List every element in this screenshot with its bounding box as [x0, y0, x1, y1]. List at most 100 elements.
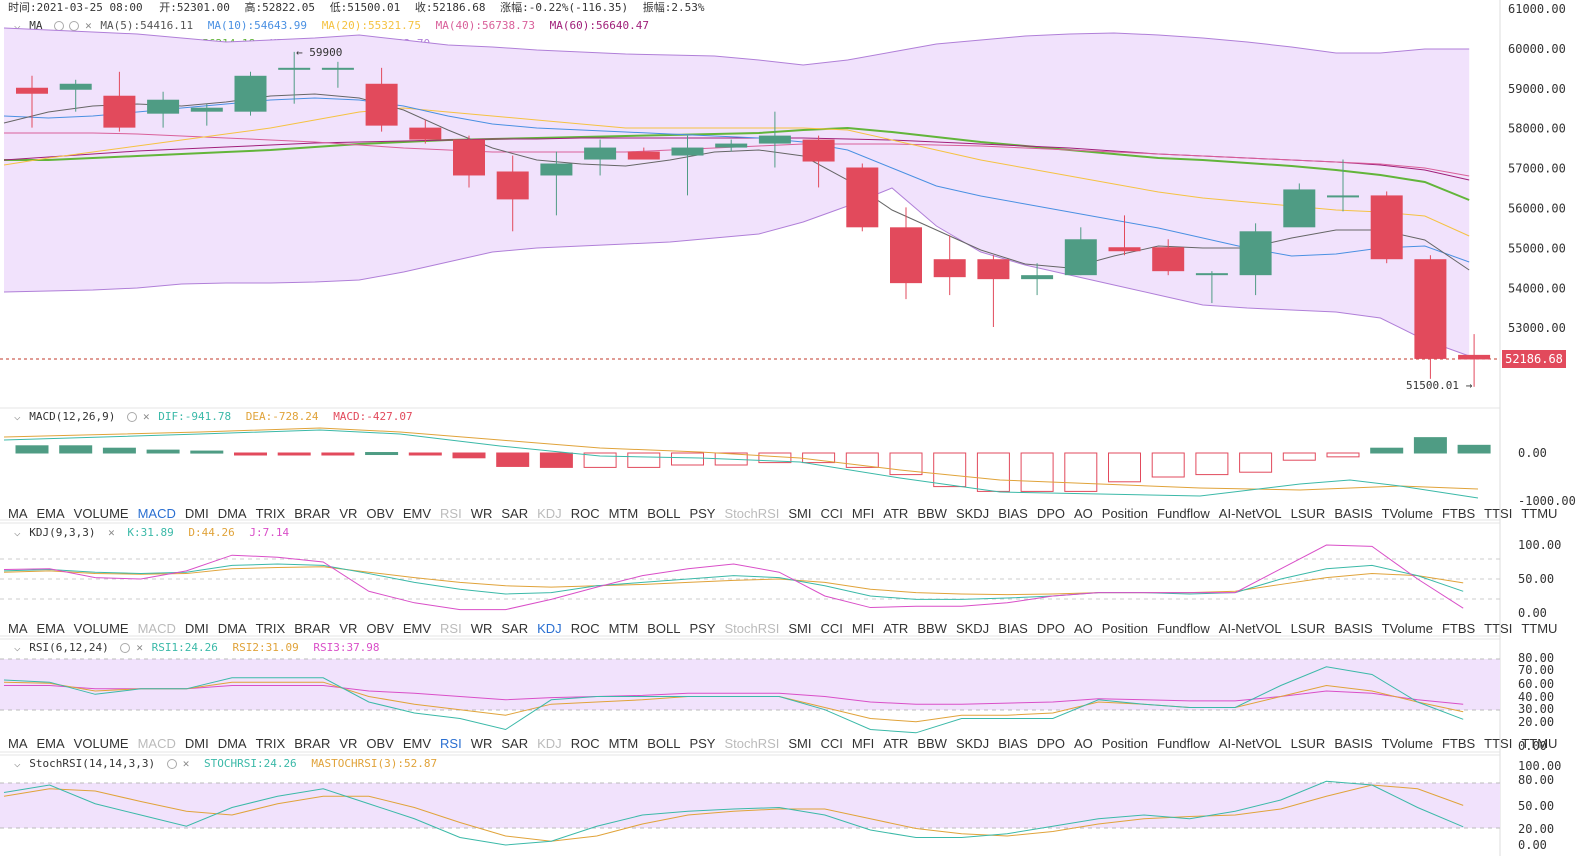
tab-dmi[interactable]: DMI: [184, 621, 209, 636]
tab-kdj[interactable]: KDJ: [537, 621, 562, 636]
tab-rsi[interactable]: RSI: [440, 736, 462, 751]
tab-vr[interactable]: VR: [339, 621, 358, 636]
tab-boll[interactable]: BOLL: [647, 621, 681, 636]
tab-ttsi[interactable]: TTSI: [1484, 621, 1513, 636]
tab-fundflow[interactable]: Fundflow: [1157, 621, 1210, 636]
chevron-down-icon[interactable]: ⌵: [14, 526, 21, 539]
tab-trix[interactable]: TRIX: [255, 506, 286, 521]
tab-skdj[interactable]: SKDJ: [955, 506, 990, 521]
tab-ao[interactable]: AO: [1073, 621, 1093, 636]
tab-ttmu[interactable]: TTMU: [1521, 506, 1558, 521]
tab-fundflow[interactable]: Fundflow: [1157, 736, 1210, 751]
tab-sar[interactable]: SAR: [501, 506, 529, 521]
tab-vr[interactable]: VR: [339, 506, 358, 521]
tab-position[interactable]: Position: [1101, 736, 1149, 751]
tab-emv[interactable]: EMV: [402, 506, 432, 521]
tab-ttmu[interactable]: TTMU: [1521, 736, 1558, 751]
tab-rsi[interactable]: RSI: [440, 621, 462, 636]
tab-mfi[interactable]: MFI: [851, 506, 875, 521]
tab-dmi[interactable]: DMI: [184, 506, 209, 521]
tab-vr[interactable]: VR: [339, 736, 358, 751]
tab-dpo[interactable]: DPO: [1036, 506, 1065, 521]
close-icon[interactable]: ✕: [182, 757, 190, 770]
tab-ao[interactable]: AO: [1073, 736, 1093, 751]
close-icon[interactable]: ✕: [108, 526, 115, 539]
tab-dpo[interactable]: DPO: [1036, 621, 1065, 636]
tab-obv[interactable]: OBV: [366, 621, 394, 636]
tab-rsi[interactable]: RSI: [440, 506, 462, 521]
gear-icon[interactable]: [120, 643, 131, 653]
tab-roc[interactable]: ROC: [570, 506, 600, 521]
tab-ai-netvol[interactable]: AI-NetVOL: [1218, 621, 1282, 636]
gear-icon[interactable]: [126, 412, 137, 422]
tab-roc[interactable]: ROC: [570, 621, 600, 636]
tab-volume[interactable]: VOLUME: [73, 736, 129, 751]
tab-ai-netvol[interactable]: AI-NetVOL: [1218, 736, 1282, 751]
tab-tvolume[interactable]: TVolume: [1381, 621, 1433, 636]
tab-tvolume[interactable]: TVolume: [1381, 736, 1433, 751]
close-icon[interactable]: ✕: [153, 37, 161, 50]
tab-smi[interactable]: SMI: [788, 506, 812, 521]
gear-icon[interactable]: [69, 21, 80, 31]
tab-basis[interactable]: BASIS: [1334, 621, 1373, 636]
tab-psy[interactable]: PSY: [689, 506, 716, 521]
tab-cci[interactable]: CCI: [820, 621, 843, 636]
tab-mtm[interactable]: MTM: [608, 506, 639, 521]
tab-boll[interactable]: BOLL: [647, 736, 681, 751]
chevron-down-icon[interactable]: ⌵: [14, 410, 21, 423]
tab-cci[interactable]: CCI: [820, 506, 843, 521]
tab-atr[interactable]: ATR: [883, 506, 909, 521]
tab-roc[interactable]: ROC: [570, 736, 600, 751]
tab-dmi[interactable]: DMI: [184, 736, 209, 751]
tab-atr[interactable]: ATR: [883, 621, 909, 636]
tab-kdj[interactable]: KDJ: [537, 506, 562, 521]
tab-trix[interactable]: TRIX: [255, 736, 286, 751]
tab-position[interactable]: Position: [1101, 506, 1149, 521]
tab-skdj[interactable]: SKDJ: [955, 621, 990, 636]
tab-dpo[interactable]: DPO: [1036, 736, 1065, 751]
gear-icon[interactable]: [137, 39, 148, 49]
tab-macd[interactable]: MACD: [137, 736, 176, 751]
eye-icon[interactable]: [122, 39, 133, 49]
tab-trix[interactable]: TRIX: [255, 621, 286, 636]
tab-ema[interactable]: EMA: [36, 506, 65, 521]
tab-ma[interactable]: MA: [8, 621, 28, 636]
tab-dma[interactable]: DMA: [217, 506, 247, 521]
tab-skdj[interactable]: SKDJ: [955, 736, 990, 751]
tab-bbw[interactable]: BBW: [917, 506, 947, 521]
tab-stochrsi[interactable]: StochRSI: [724, 506, 780, 521]
tab-lsur[interactable]: LSUR: [1290, 506, 1326, 521]
tab-macd[interactable]: MACD: [137, 506, 176, 521]
tab-basis[interactable]: BASIS: [1334, 736, 1373, 751]
tab-cci[interactable]: CCI: [820, 736, 843, 751]
tab-ttmu[interactable]: TTMU: [1521, 621, 1558, 636]
tab-ftbs[interactable]: FTBS: [1441, 621, 1476, 636]
tab-bias[interactable]: BIAS: [998, 736, 1028, 751]
tab-mtm[interactable]: MTM: [608, 621, 639, 636]
tab-mtm[interactable]: MTM: [608, 736, 639, 751]
tab-stochrsi[interactable]: StochRSI: [724, 621, 780, 636]
tab-obv[interactable]: OBV: [366, 736, 394, 751]
tab-ai-netvol[interactable]: AI-NetVOL: [1218, 506, 1282, 521]
tab-brar[interactable]: BRAR: [294, 506, 331, 521]
tab-emv[interactable]: EMV: [402, 621, 432, 636]
chevron-down-icon[interactable]: ⌵: [14, 757, 21, 770]
tab-psy[interactable]: PSY: [689, 621, 716, 636]
tab-stochrsi[interactable]: StochRSI: [724, 736, 780, 751]
chevron-down-icon[interactable]: ⌵: [14, 19, 21, 32]
tab-smi[interactable]: SMI: [788, 621, 812, 636]
gear-icon[interactable]: [166, 759, 177, 769]
tab-ma[interactable]: MA: [8, 506, 28, 521]
tab-brar[interactable]: BRAR: [294, 736, 331, 751]
tab-ftbs[interactable]: FTBS: [1441, 736, 1476, 751]
tab-ttsi[interactable]: TTSI: [1484, 506, 1513, 521]
tab-dma[interactable]: DMA: [217, 621, 247, 636]
tab-ftbs[interactable]: FTBS: [1441, 506, 1476, 521]
tab-tvolume[interactable]: TVolume: [1381, 506, 1433, 521]
tab-macd[interactable]: MACD: [137, 621, 176, 636]
tab-volume[interactable]: VOLUME: [73, 506, 129, 521]
eye-icon[interactable]: [54, 21, 65, 31]
tab-psy[interactable]: PSY: [689, 736, 716, 751]
tab-fundflow[interactable]: Fundflow: [1157, 506, 1210, 521]
tab-bias[interactable]: BIAS: [998, 621, 1028, 636]
